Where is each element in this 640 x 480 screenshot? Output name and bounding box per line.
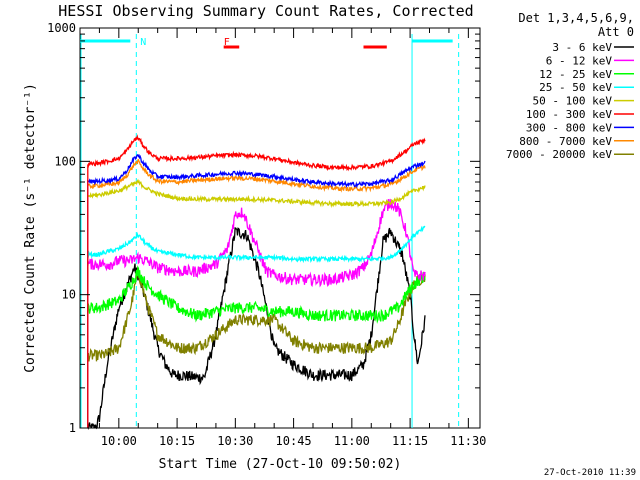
chart-title: HESSI Observing Summary Count Rates, Cor…	[58, 2, 473, 20]
x-tick-label: 11:30	[450, 434, 486, 448]
y-tick-label: 1000	[47, 21, 76, 35]
series-line-3	[87, 225, 426, 428]
legend-label: 3 - 6 keV	[552, 41, 612, 54]
x-tick-label: 10:00	[101, 434, 137, 448]
legend-label: 6 - 12 keV	[546, 54, 613, 67]
x-axis: 10:00 10:15 10:30 10:45 11:00 11:15 11:30	[79, 28, 486, 448]
timestamp: 27-Oct-2010 11:39	[544, 468, 636, 478]
x-tick-label: 11:00	[334, 434, 370, 448]
series-line-7	[87, 158, 426, 428]
x-tick-label: 11:15	[392, 434, 428, 448]
legend-label: 800 - 7000 keV	[519, 135, 612, 148]
series-line-2	[87, 265, 426, 428]
series-line-5	[87, 134, 426, 428]
x-tick-label: 10:30	[217, 434, 253, 448]
y-axis-label: Corrected Count Rate (s⁻¹ detector⁻¹)	[23, 83, 38, 373]
series-line-8	[87, 268, 426, 428]
y-axis: 1 10 100 1000	[47, 21, 480, 435]
y-tick-label: 1	[69, 421, 76, 435]
y-tick-label: 100	[54, 154, 76, 168]
legend-label: 25 - 50 keV	[539, 81, 612, 94]
annotation-f: F	[224, 37, 230, 48]
legend-label: 50 - 100 keV	[533, 95, 613, 108]
legend-label: 300 - 800 keV	[526, 121, 612, 134]
legend-label: 12 - 25 keV	[539, 68, 612, 81]
annotation-n: N	[140, 37, 146, 48]
legend-header-1: Det 1,3,4,5,6,9,	[518, 11, 634, 25]
x-tick-label: 10:15	[159, 434, 195, 448]
x-axis-label: Start Time (27-Oct-10 09:50:02)	[159, 457, 402, 472]
series-line-4	[87, 178, 426, 428]
y-tick-label: 10	[62, 288, 76, 302]
series-line-6	[87, 153, 426, 428]
legend-header-2: Att 0	[598, 25, 634, 39]
legend-label: 7000 - 20000 keV	[506, 148, 612, 161]
plot-frame	[79, 27, 481, 429]
x-tick-label: 10:45	[276, 434, 312, 448]
legend-label: 100 - 300 keV	[526, 108, 612, 121]
series-layer	[87, 134, 426, 431]
